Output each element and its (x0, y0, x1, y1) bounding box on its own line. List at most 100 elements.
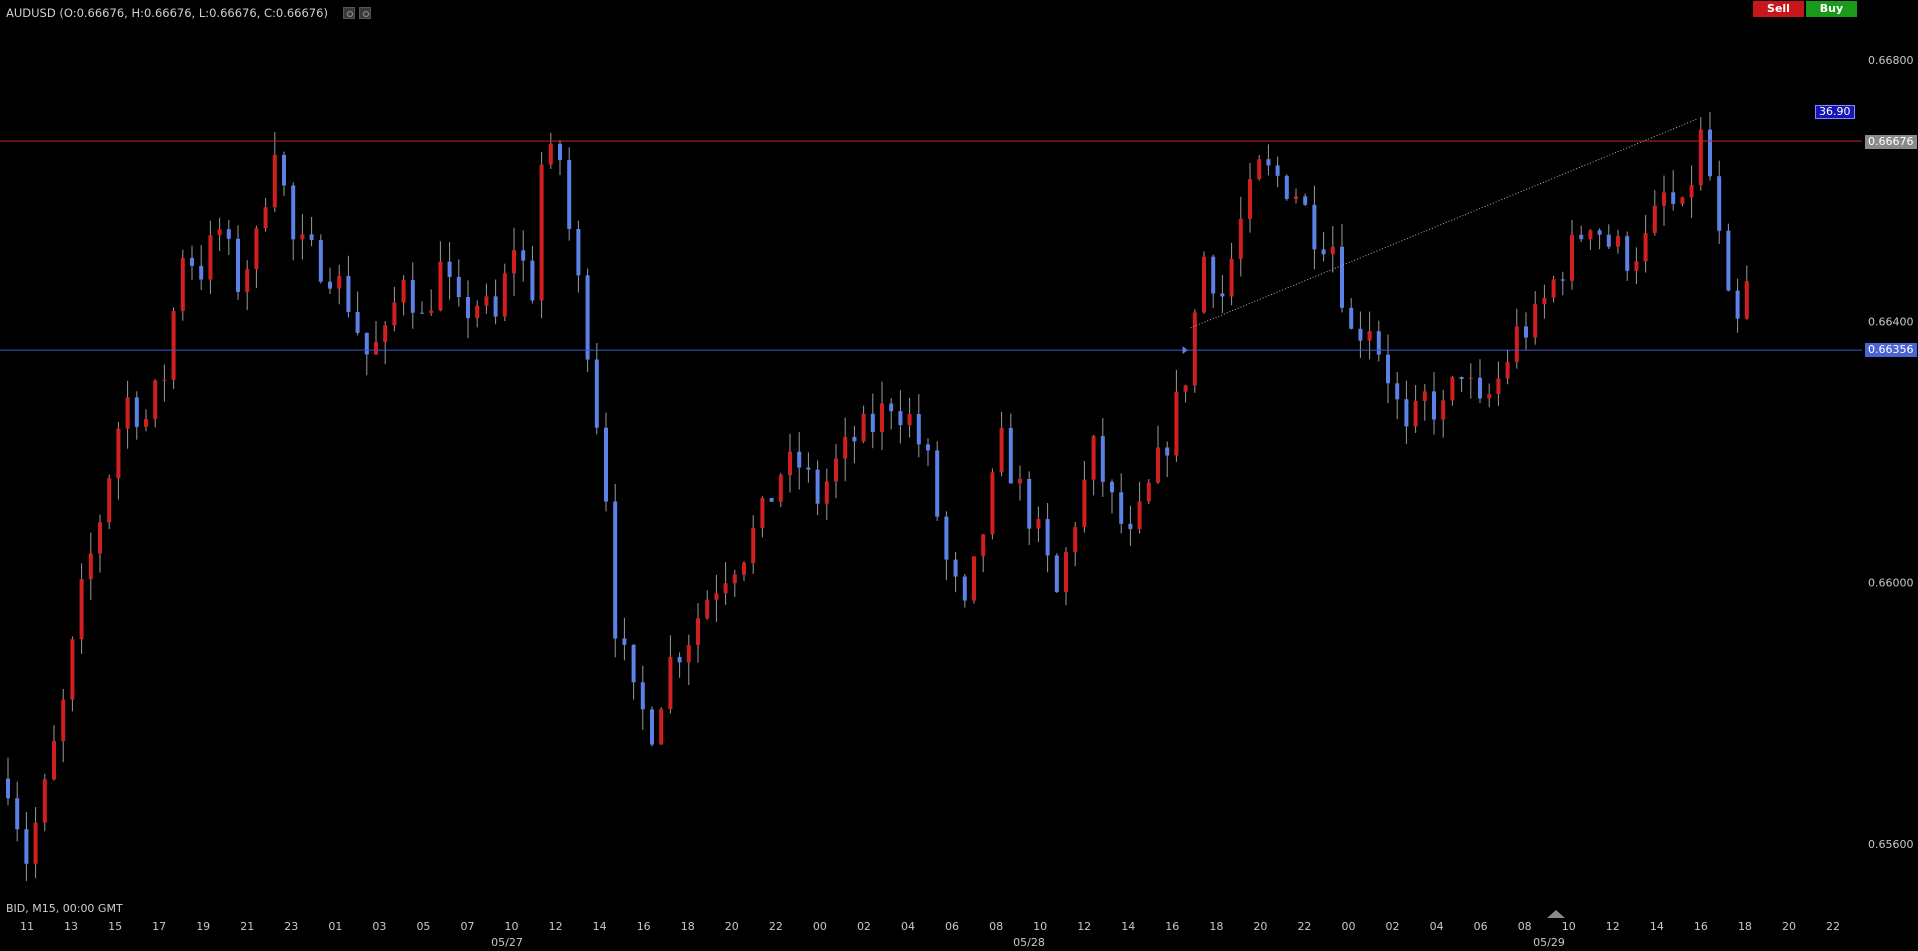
settings-icon[interactable] (343, 7, 355, 19)
candle (420, 301, 424, 314)
candle (282, 151, 286, 196)
candle-body (769, 497, 774, 502)
candle (1054, 553, 1059, 593)
candle (640, 665, 645, 730)
candle (1744, 265, 1749, 320)
buy-button[interactable]: Buy (1806, 1, 1857, 17)
candle (383, 320, 388, 365)
candle (475, 300, 480, 328)
candle-body (355, 312, 360, 333)
order-marker-icon (1182, 346, 1188, 355)
candle-body (374, 342, 378, 355)
candle (1496, 361, 1501, 406)
candle (1100, 417, 1105, 497)
candle-body (1312, 204, 1317, 250)
candle-body (530, 260, 535, 301)
candle (291, 182, 296, 261)
time-tick-label: 16 (1694, 920, 1708, 933)
time-tick-label: 21 (240, 920, 254, 933)
candle (613, 483, 618, 658)
time-axis: 11 13 15 17 19 21 23 01 03 05 07 10 12 14 16 18 20 22 00 02… (20, 910, 1840, 949)
trendline-label[interactable]: 36.90 (1815, 105, 1855, 119)
candle-body (1689, 185, 1694, 198)
time-tick-label: 22 (1826, 920, 1840, 933)
candle (1238, 196, 1243, 277)
candle-body (1248, 179, 1252, 219)
candle (834, 444, 838, 499)
candle-body (1303, 196, 1308, 205)
candle (1165, 441, 1170, 478)
price-source-label: BID, M15, 00:00 GMT (6, 902, 123, 915)
candle (843, 417, 848, 482)
candle (1514, 308, 1519, 369)
candle-body (6, 778, 10, 799)
candle (1257, 155, 1262, 181)
candle-body (1404, 399, 1409, 427)
candle-body (125, 397, 130, 429)
time-tick-label: 12 (1077, 920, 1091, 933)
candle (1284, 174, 1289, 201)
candle (622, 617, 627, 661)
candle-body (1110, 481, 1114, 493)
time-tick-label: 17 (152, 920, 166, 933)
candle (1146, 479, 1151, 505)
eye-icon[interactable] (359, 7, 371, 19)
candle-body (1376, 331, 1381, 355)
candle (144, 409, 148, 432)
candle-body (1671, 192, 1676, 204)
candle (1073, 521, 1078, 567)
candle (328, 267, 332, 294)
candle (723, 562, 728, 605)
candle-body (1505, 361, 1510, 379)
candle-body (1165, 447, 1170, 456)
candle-body (1220, 293, 1225, 297)
candle-body (1524, 326, 1528, 338)
candle-body (245, 269, 250, 292)
sell-button[interactable]: Sell (1753, 1, 1804, 17)
candle (162, 364, 167, 402)
candle-body (1726, 230, 1731, 291)
candle (1119, 473, 1124, 534)
candle (1625, 231, 1630, 281)
candle (1524, 312, 1528, 351)
time-tick-label: 02 (1386, 920, 1400, 933)
candle (558, 139, 562, 176)
time-tick-label: 10 (1562, 920, 1576, 933)
candle (1533, 291, 1538, 345)
time-tick-label: 16 (637, 920, 651, 933)
candle-body (1487, 394, 1492, 399)
candle (1220, 274, 1225, 314)
candle-body (254, 228, 259, 270)
candle (1027, 471, 1032, 545)
candle (88, 532, 93, 600)
time-tick-label: 18 (1209, 920, 1223, 933)
candle (1211, 254, 1216, 308)
candle (337, 264, 342, 305)
candle (1432, 372, 1436, 435)
candle-body (1744, 281, 1749, 319)
candle (1542, 284, 1547, 319)
candle-body (180, 257, 185, 311)
candle (125, 380, 130, 449)
candle (374, 321, 378, 355)
candle-body (484, 296, 489, 306)
candle (272, 132, 277, 213)
candle (1091, 434, 1096, 496)
candle-body (1459, 377, 1464, 380)
candle-body (1229, 258, 1234, 297)
candle (190, 245, 194, 280)
candle (1156, 425, 1160, 484)
time-tick-label: 19 (196, 920, 210, 933)
candle (1441, 389, 1446, 438)
candle (107, 474, 112, 530)
candle (1579, 225, 1584, 242)
candle-body (52, 741, 56, 780)
candle-body (199, 265, 204, 280)
price-axis: 0.66800 0.66400 0.66000 0.65600 (1868, 54, 1914, 851)
candle (944, 511, 949, 581)
candle (1487, 383, 1492, 408)
candle (1570, 220, 1574, 290)
time-tick-label: 00 (813, 920, 827, 933)
candle-body (493, 296, 498, 317)
